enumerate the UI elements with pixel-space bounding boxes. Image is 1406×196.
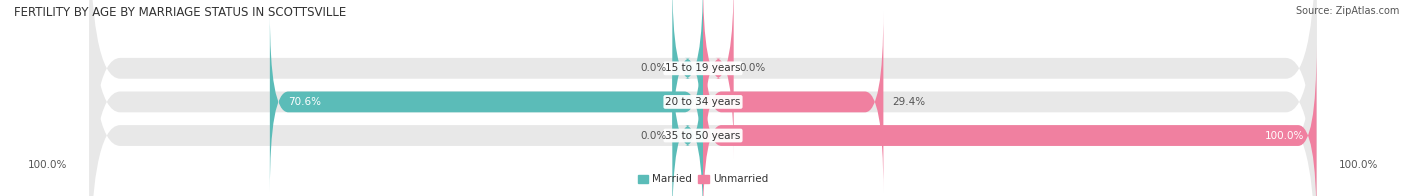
Text: 20 to 34 years: 20 to 34 years: [665, 97, 741, 107]
FancyBboxPatch shape: [672, 45, 703, 196]
Text: FERTILITY BY AGE BY MARRIAGE STATUS IN SCOTTSVILLE: FERTILITY BY AGE BY MARRIAGE STATUS IN S…: [14, 6, 346, 19]
FancyBboxPatch shape: [90, 0, 1316, 196]
FancyBboxPatch shape: [90, 0, 1316, 196]
Text: 0.0%: 0.0%: [640, 131, 666, 141]
Text: Source: ZipAtlas.com: Source: ZipAtlas.com: [1295, 6, 1399, 16]
FancyBboxPatch shape: [703, 0, 734, 159]
Text: 29.4%: 29.4%: [893, 97, 925, 107]
FancyBboxPatch shape: [270, 12, 703, 192]
Text: 0.0%: 0.0%: [740, 63, 766, 73]
Text: 100.0%: 100.0%: [28, 160, 67, 170]
Text: 100.0%: 100.0%: [1265, 131, 1305, 141]
FancyBboxPatch shape: [90, 0, 1316, 196]
Text: 15 to 19 years: 15 to 19 years: [665, 63, 741, 73]
Text: 70.6%: 70.6%: [288, 97, 321, 107]
Text: 35 to 50 years: 35 to 50 years: [665, 131, 741, 141]
Text: 0.0%: 0.0%: [640, 63, 666, 73]
FancyBboxPatch shape: [703, 45, 1316, 196]
Text: 100.0%: 100.0%: [1339, 160, 1378, 170]
Legend: Married, Unmarried: Married, Unmarried: [634, 170, 772, 188]
FancyBboxPatch shape: [672, 0, 703, 159]
FancyBboxPatch shape: [703, 12, 883, 192]
